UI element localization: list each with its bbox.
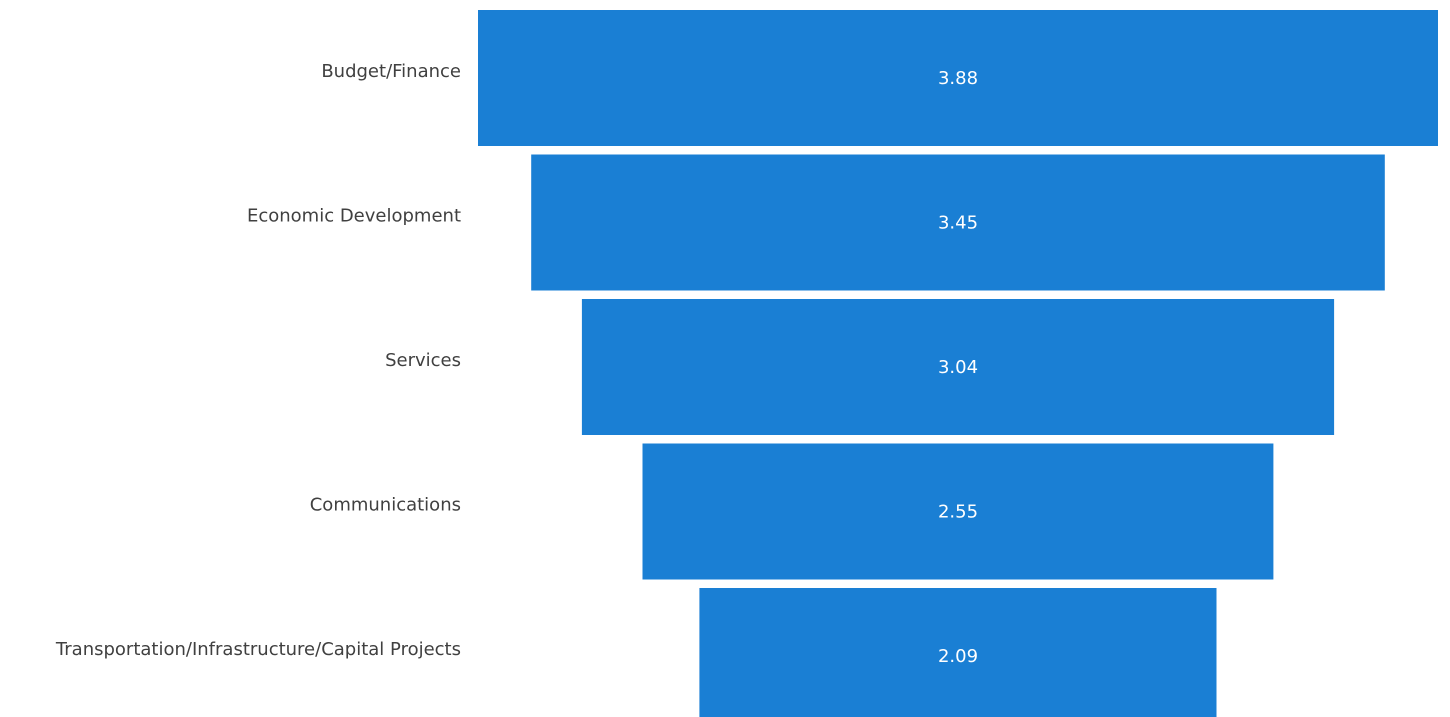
category-label: Economic Development: [247, 206, 461, 227]
data-label: 3.04: [938, 357, 978, 378]
category-label: Transportation/Infrastructure/Capital Pr…: [55, 639, 461, 660]
funnel-bar: [531, 154, 1385, 291]
data-label: 2.55: [938, 502, 978, 523]
category-label: Services: [385, 350, 461, 371]
category-label: Budget/Finance: [321, 61, 461, 82]
data-label: 3.45: [938, 213, 978, 234]
funnel-bar: [642, 443, 1274, 580]
category-label: Communications: [310, 495, 461, 516]
funnel-bar: [581, 299, 1335, 435]
data-label: 2.09: [938, 646, 978, 667]
funnel-bar: [699, 588, 1217, 717]
funnel-bar: [478, 10, 1438, 146]
data-label: 3.88: [938, 68, 978, 89]
